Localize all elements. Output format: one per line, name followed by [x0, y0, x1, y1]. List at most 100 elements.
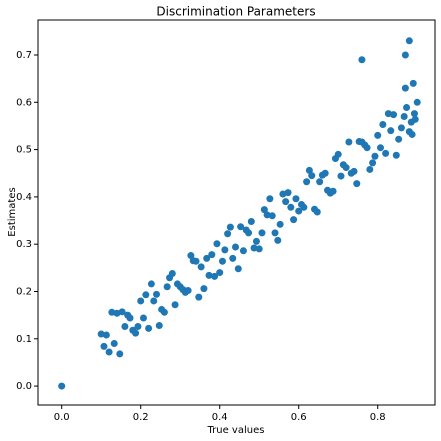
plot-frame [37, 19, 436, 406]
point [100, 342, 108, 350]
point [410, 110, 418, 118]
point [358, 56, 366, 64]
point [137, 297, 145, 305]
point [232, 243, 240, 251]
point [187, 252, 195, 260]
point [303, 178, 311, 186]
point [401, 84, 409, 92]
y-tick-label: 0.2 [16, 286, 32, 297]
point [409, 79, 417, 87]
point [382, 149, 390, 157]
point [116, 350, 124, 358]
point [184, 287, 192, 295]
point [397, 124, 405, 132]
point [345, 138, 353, 146]
point [408, 130, 416, 138]
point [400, 112, 408, 120]
point [118, 308, 126, 316]
point [260, 206, 268, 214]
point [160, 308, 168, 316]
point [268, 212, 276, 220]
x-tick-label: 0.8 [370, 412, 386, 423]
point [163, 283, 171, 291]
point [58, 382, 66, 390]
point [290, 216, 298, 224]
point [295, 207, 303, 215]
point [168, 270, 176, 278]
y-tick-label: 0.7 [16, 50, 32, 61]
point [216, 269, 224, 277]
point [266, 195, 274, 203]
point [287, 203, 295, 211]
point [316, 178, 324, 186]
point [213, 240, 221, 248]
x-tick-label: 0.0 [54, 412, 70, 423]
point [258, 229, 266, 237]
point [379, 121, 387, 129]
point [102, 331, 110, 339]
point [155, 322, 163, 330]
point [329, 187, 337, 195]
point [392, 151, 400, 159]
point [192, 257, 200, 265]
point [197, 263, 205, 271]
point [308, 172, 316, 180]
point [105, 348, 113, 356]
point [401, 51, 409, 59]
point [139, 314, 147, 322]
y-axis-label: Estimates [7, 187, 18, 236]
point [403, 104, 411, 111]
point [132, 329, 140, 337]
point [239, 247, 247, 255]
point [145, 324, 153, 332]
point [271, 229, 279, 237]
point [234, 265, 242, 273]
point [211, 272, 219, 280]
point [121, 322, 129, 330]
point [252, 237, 260, 245]
point [195, 293, 203, 301]
point [337, 172, 345, 180]
point [147, 280, 155, 288]
point [171, 301, 179, 309]
point [313, 208, 321, 216]
point [292, 195, 300, 203]
point [274, 236, 282, 244]
point [350, 167, 358, 175]
point [247, 217, 255, 225]
y-tick-label: 0.6 [16, 97, 32, 108]
point [300, 203, 308, 211]
point [405, 37, 413, 45]
y-tick-label: 0.5 [16, 145, 32, 156]
point [363, 144, 371, 152]
point [126, 314, 134, 322]
chart-title: Discrimination Parameters [156, 5, 315, 19]
y-tick-label: 0.0 [16, 381, 32, 392]
point [255, 245, 263, 253]
point [353, 180, 361, 188]
point [226, 223, 234, 231]
point [205, 271, 213, 279]
x-tick-label: 0.2 [133, 412, 149, 423]
point [276, 220, 284, 228]
point [200, 285, 208, 293]
x-tick-label: 0.6 [291, 412, 307, 423]
point [413, 98, 421, 106]
point [208, 251, 216, 259]
point [369, 159, 377, 167]
point [321, 169, 329, 177]
point [407, 118, 415, 126]
point [374, 131, 382, 139]
x-axis-label: True values [207, 425, 265, 436]
point [153, 290, 161, 298]
y-tick-label: 0.1 [16, 334, 32, 345]
point [305, 166, 313, 174]
point [282, 198, 290, 206]
point [218, 257, 226, 265]
point [110, 340, 118, 348]
point [334, 150, 342, 158]
point [245, 229, 253, 237]
point [237, 223, 245, 231]
